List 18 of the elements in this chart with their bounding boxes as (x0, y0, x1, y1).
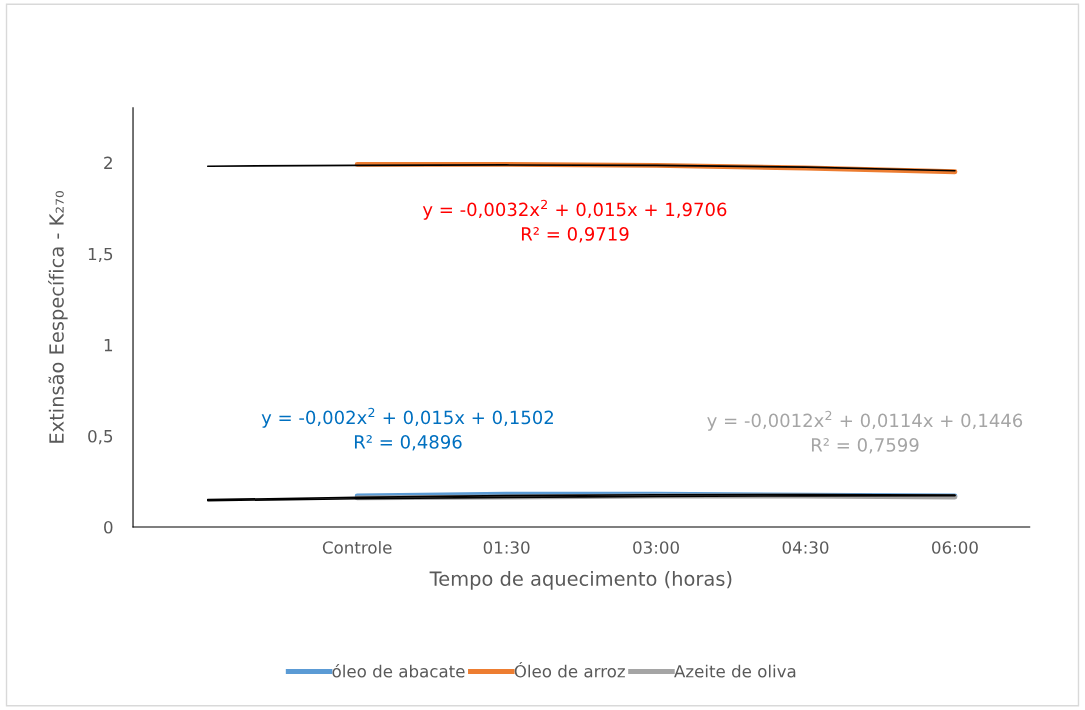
y-tick-label: 0 (104, 521, 113, 534)
x-tick-label: 04:30 (782, 541, 829, 554)
x-tick-label: Controle (322, 540, 392, 554)
y-tick-label: 1,5 (88, 247, 113, 262)
x-axis-title: Tempo de aquecimento (horas) (429, 570, 732, 590)
y-tick-label: 1 (104, 338, 113, 352)
y-tick-label: 0,5 (88, 429, 113, 445)
x-tick-label: 06:00 (932, 541, 978, 554)
y-tick-label: 2 (104, 156, 112, 169)
annotation: y = -0,002x$^{2}$ + 0,015x + 0,1502 R² = 0,4896 (261, 407, 553, 451)
x-tick-label: 03:00 (633, 541, 679, 554)
x-tick-label: 01:30 (483, 541, 530, 554)
legend-label: óleo de abacate (332, 664, 465, 678)
legend-label: Óleo de arroz (514, 661, 625, 678)
y-axis-title: Extinsão Eespecífica - K₂₇₀ (48, 190, 68, 443)
annotation: y = -0,0032x$^{2}$ + 0,015x + 1,9706 R² = 0,9719 (422, 199, 727, 243)
legend-label: Azeite de oliva (674, 664, 796, 678)
annotation: y = -0,0012x$^{2}$ + 0,0114x + 0,1446 R² = 0,7599 (707, 410, 1023, 454)
